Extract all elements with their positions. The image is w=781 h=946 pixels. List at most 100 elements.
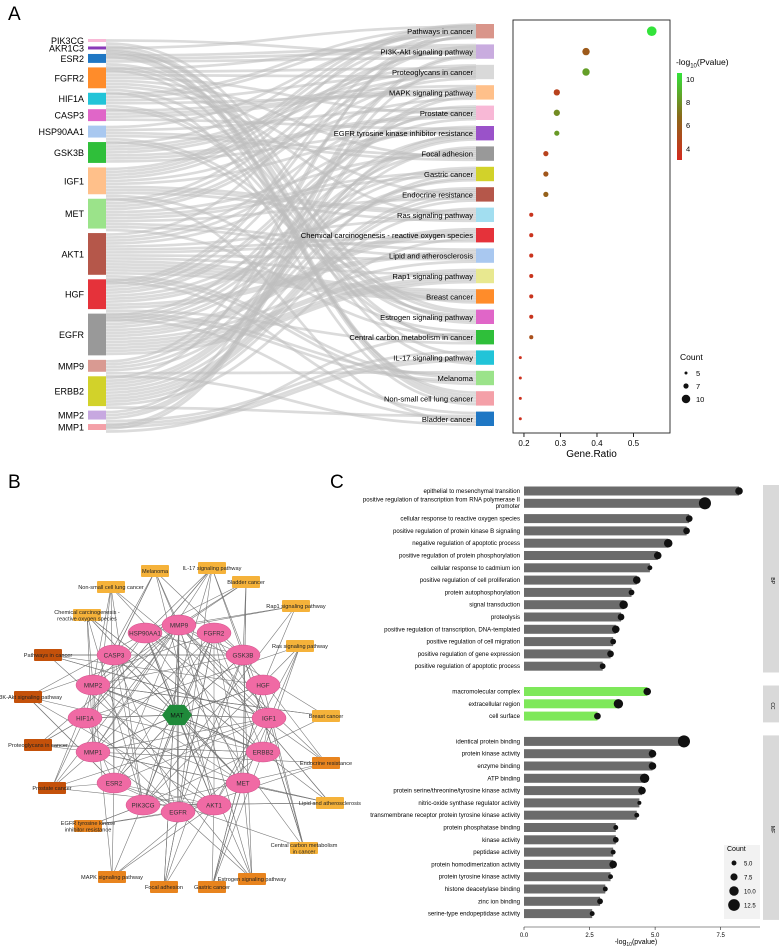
go-count-dot [663, 538, 673, 548]
network-edge [154, 570, 215, 806]
go-term-label: positive regulation of protein phosphory… [399, 553, 520, 560]
network-edge [84, 645, 301, 719]
network-edge [144, 632, 305, 849]
dotplot-point [518, 376, 522, 380]
sankey-link [105, 254, 477, 261]
go-size-legend-dot [731, 860, 737, 866]
network-edge [213, 632, 264, 753]
network-edge [242, 654, 327, 764]
pathway-node-label-line: Lipid and atherosclerosis [299, 801, 361, 807]
go-count-dot [613, 699, 624, 709]
pathway-node [476, 105, 494, 120]
gene-node-label: CASP3 [104, 652, 125, 659]
network-edge [84, 632, 146, 719]
gene-node-hgf [88, 279, 106, 310]
pathway-node-label: Bladder cancer [227, 580, 265, 586]
go-count-dot [683, 527, 690, 535]
dotplot-x-label: Gene.Ratio [566, 449, 617, 460]
go-bar [524, 538, 669, 548]
sankey-link [105, 91, 477, 406]
network-edge [84, 624, 180, 719]
go-bar [524, 761, 653, 771]
pathway-node [34, 649, 62, 661]
gene-label: AKR1C3 [49, 43, 84, 53]
network-edge [211, 751, 264, 888]
sankey-link [105, 25, 477, 50]
network-edge [177, 654, 244, 813]
network-edge [154, 570, 244, 784]
go-count-dot [608, 874, 613, 880]
network-edge [211, 804, 215, 888]
network-edge [92, 751, 179, 813]
network-edge [163, 624, 180, 888]
size-legend-dot [684, 371, 688, 375]
pathway-node [238, 873, 266, 885]
gene-label: PIK3CG [51, 36, 84, 46]
network-edge [111, 632, 215, 878]
pathway-node-label-line: Bladder cancer [227, 580, 265, 586]
network-edge [27, 696, 264, 753]
go-term-label: positive regulation of apoptotic process [415, 663, 520, 670]
go-count-dot [628, 589, 635, 596]
pathway-node-label-line: EGFR tyrosine kinase [61, 821, 115, 827]
gene-node [251, 707, 287, 729]
go-term-label: histone deacetylase binding [445, 886, 520, 893]
network-edge [163, 632, 215, 888]
network-edge [213, 632, 270, 719]
go-count-dot [653, 551, 662, 560]
go-term-label: zinc ion binding [478, 898, 520, 905]
sankey-link [105, 260, 477, 292]
pathway-label: MAPK signaling pathway [389, 88, 473, 97]
pathway-node-label-line: Focal adhesion [145, 885, 183, 891]
pathway-label: Rap1 signaling pathway [392, 272, 473, 281]
colorbar-tick-label: 10 [686, 75, 694, 84]
go-x-tick-label: 7.5 [716, 933, 725, 939]
go-term-label: epithelial to mesenchymal transition [423, 488, 520, 495]
gene-node-met [88, 198, 106, 229]
facet-strip-label: BP [769, 577, 775, 584]
network-edge [113, 654, 179, 813]
go-bar [524, 872, 611, 882]
go-bar [524, 624, 616, 634]
pathway-node [316, 797, 344, 809]
go-count-dot [610, 638, 617, 645]
dotplot-point [582, 68, 590, 76]
gene-node-label: FGFR2 [204, 630, 225, 637]
pathway-node-label: Gastric cancer [194, 885, 230, 891]
pathway-label: Proteoglycans in cancer [392, 68, 474, 77]
go-count-dot [619, 600, 628, 609]
pathway-node [476, 187, 494, 202]
pathway-node [476, 146, 494, 161]
network-edge [178, 624, 270, 719]
go-bar [524, 896, 601, 906]
gene-node [245, 674, 281, 696]
dotplot-point [518, 396, 522, 400]
network-edge [163, 804, 215, 888]
go-bar [524, 859, 614, 869]
go-x-tick-label: 0.0 [520, 933, 529, 939]
pathway-node [476, 289, 494, 304]
pathway-node-label-line: Prostate cancer [32, 786, 71, 792]
go-term-label: positive regulation of protein kinase B … [393, 528, 520, 535]
go-count-dot [609, 860, 617, 869]
pathway-node-label-line: Breast cancer [309, 714, 344, 720]
network-edge [92, 684, 244, 784]
go-term-label: serine-type endopeptidase activity [428, 911, 521, 918]
sankey-link [105, 194, 477, 333]
pathway-node-label: EGFR tyrosine kinase inhibitor resistance [61, 821, 115, 834]
go-bar [524, 612, 622, 622]
gene-label: MMP9 [58, 361, 84, 371]
network-edge [213, 717, 270, 806]
go-count-dot [647, 565, 653, 571]
gene-node-label: AKT1 [206, 802, 222, 809]
go-bar [524, 835, 616, 845]
panel-label-b: B [8, 472, 21, 493]
gene-node-label: HSP90AA1 [129, 630, 161, 637]
panel-label-a: A [8, 4, 21, 25]
gene-node-mmp2 [88, 410, 106, 420]
go-term-label: peptidase activity [473, 849, 521, 856]
sankey-link [105, 280, 477, 415]
go-bar [524, 498, 705, 508]
network-edge [268, 717, 305, 849]
